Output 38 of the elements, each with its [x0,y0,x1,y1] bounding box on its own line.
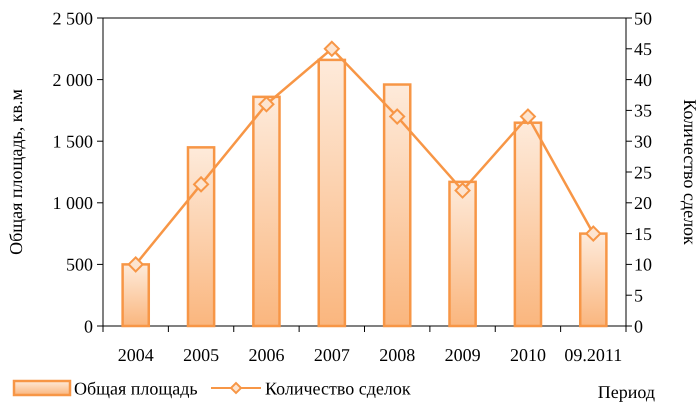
x-tick-label: 2006 [248,345,284,365]
y2-tick-label: 30 [634,132,652,152]
y-tick-label: 1 500 [52,132,93,152]
y2-tick-label: 45 [634,39,652,60]
y2-tick-label: 5 [634,286,643,306]
x-tick-label: 2007 [314,345,350,365]
y-tick-label: 2 500 [52,8,93,28]
y2-tick-label: 10 [634,254,652,275]
x-tick-label: 09.2011 [564,345,622,365]
y-tick-label: 2 000 [52,70,93,90]
x-tick-label: 2004 [118,345,154,365]
point [258,96,274,112]
y-tick-label: 0 [84,316,93,336]
y-axis-title: Общая площадь, кв.м [6,89,26,255]
y2-tick-label: 0 [634,316,643,336]
y2-tick-label: 20 [634,193,652,214]
legend-label: Общая площадь [74,378,198,398]
point [585,226,602,242]
y2-axis-title: Количество сделок [680,99,700,246]
y2-tick-label: 50 [634,8,652,28]
y-tick-label: 1 000 [52,193,93,214]
point [128,256,144,272]
point [324,40,340,57]
x-tick-label: 2008 [379,345,416,365]
y2-tick-label: 40 [634,70,652,90]
y2-tick-label: 25 [634,162,652,182]
x-tick-label: 2009 [444,345,481,365]
point [389,108,406,125]
point [454,182,471,198]
point [520,108,536,125]
point [193,176,210,192]
x-axis-title: Период [598,382,655,402]
x-tick-label: 2005 [183,345,220,365]
y2-tick-label: 15 [634,224,652,244]
y2-tick-label: 35 [634,100,652,121]
legend-label: Количество сделок [265,378,411,398]
y-tick-label: 500 [66,254,93,275]
x-tick-label: 2010 [510,345,546,365]
